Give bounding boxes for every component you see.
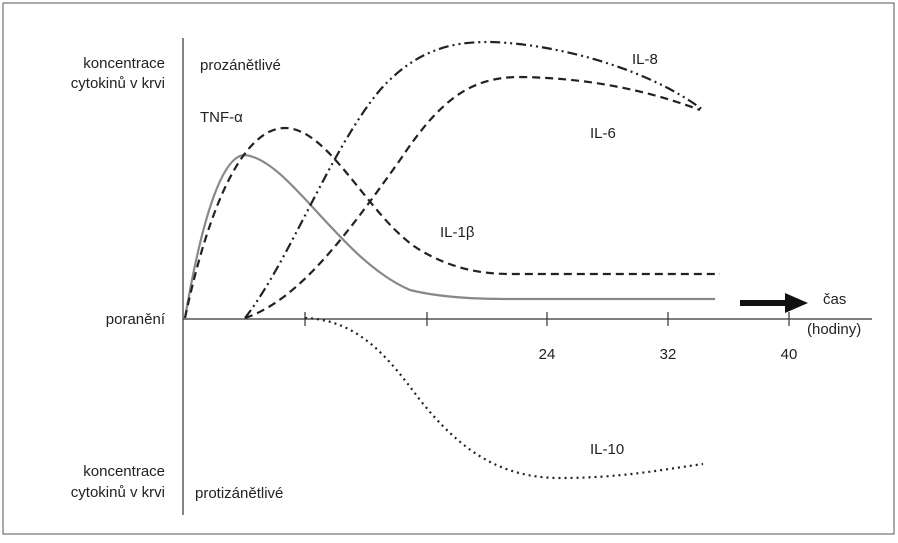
curve-label: IL-8 bbox=[632, 51, 658, 68]
curve-label: IL-6 bbox=[590, 125, 616, 142]
y-label: koncentrace bbox=[83, 55, 165, 72]
region-label: protizánětlivé bbox=[195, 485, 283, 502]
y-label: cytokinů v krvi bbox=[71, 75, 165, 92]
il6-curve bbox=[244, 75, 701, 320]
origin-label: poranění bbox=[106, 311, 166, 328]
curve-label: IL-1β bbox=[440, 224, 475, 241]
x-tick-label: 40 bbox=[781, 346, 798, 363]
il8-curve bbox=[244, 40, 704, 319]
curve-label: IL-10 bbox=[590, 441, 624, 458]
y-label: koncentrace bbox=[83, 463, 165, 480]
x-unit: (hodiny) bbox=[807, 321, 861, 338]
x-tick-label: 32 bbox=[660, 346, 677, 363]
il1-curve bbox=[183, 126, 720, 319]
curve-label: TNF-α bbox=[200, 109, 243, 126]
time-arrow-head bbox=[785, 293, 808, 313]
x-tick-label: 24 bbox=[539, 346, 556, 363]
region-label: prozánětlivé bbox=[200, 57, 281, 74]
tnf-curve bbox=[183, 153, 715, 319]
y-label: cytokinů v krvi bbox=[71, 484, 165, 501]
x-label: čas bbox=[823, 291, 846, 308]
frame bbox=[2, 2, 895, 535]
il10-curve bbox=[304, 316, 704, 480]
